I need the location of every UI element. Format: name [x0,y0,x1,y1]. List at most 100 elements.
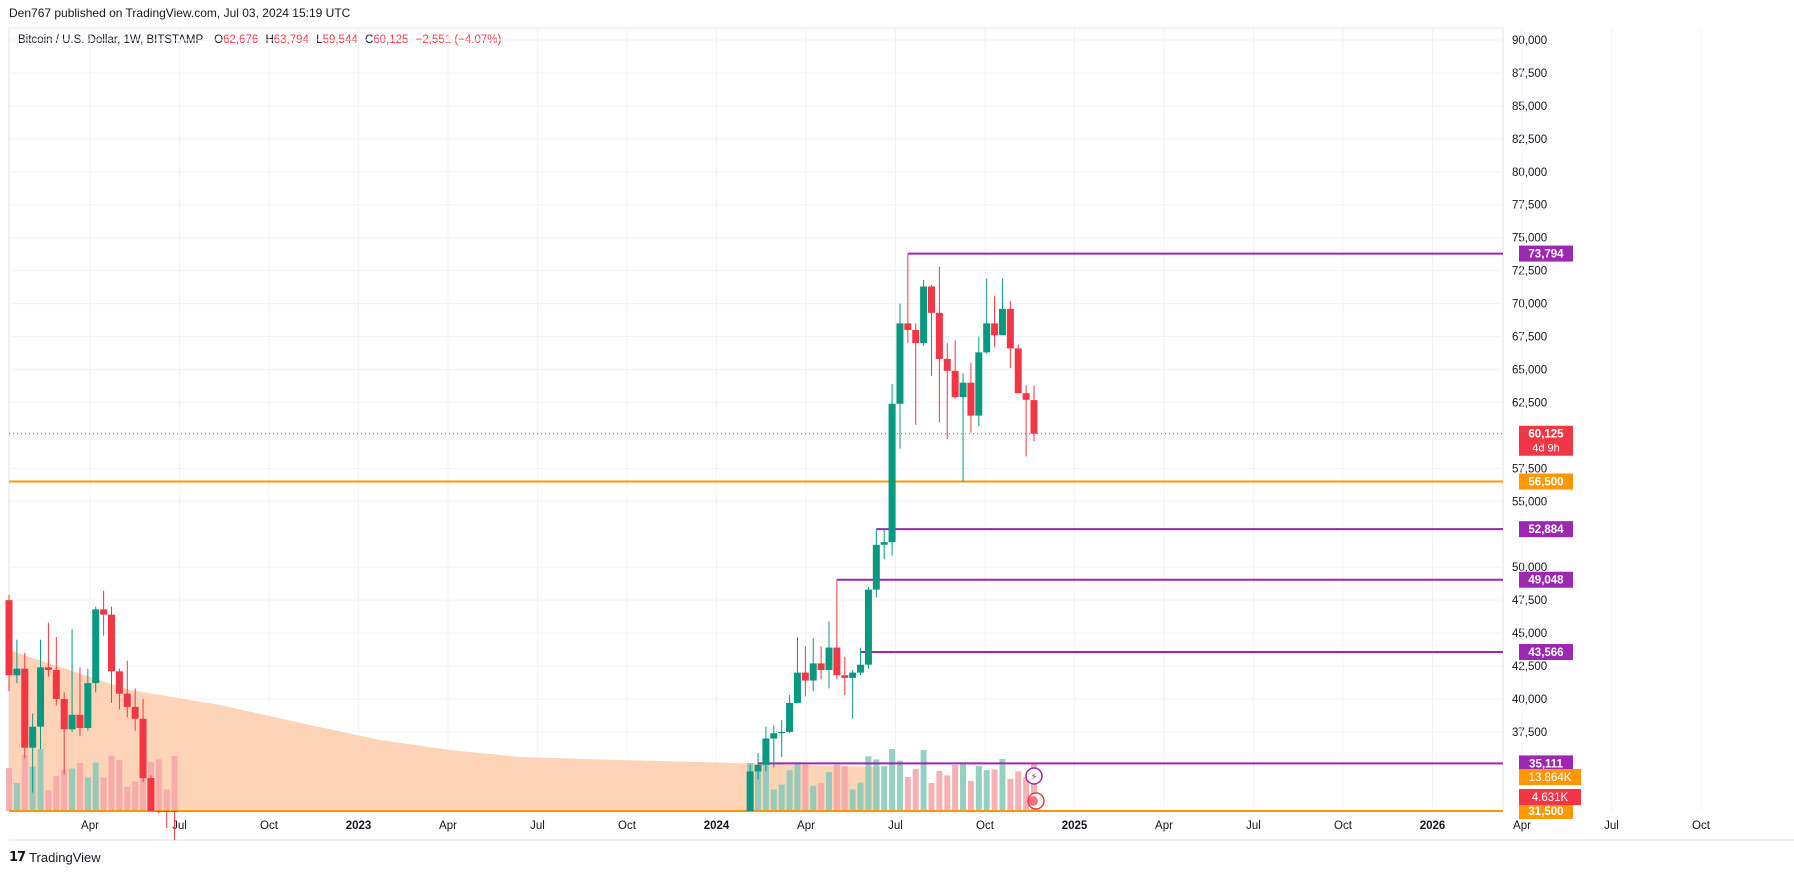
candle-body [1030,400,1038,434]
volume-bar [983,770,990,811]
volume-ma-area [9,650,880,811]
volume-bar [132,781,139,811]
candle-body [825,647,833,670]
volume-bar [76,763,83,811]
last-price-tag [1519,425,1573,456]
lightning-glyph: ⚡ [1030,772,1037,783]
level-price-tag [1519,571,1573,588]
y-tick-label: 62,500 [1512,397,1547,409]
volume-bar [999,759,1006,811]
last-price-label: 60,125 [1528,429,1564,441]
level-price-tag [1519,803,1573,819]
volume-bar [1031,762,1037,811]
candle-body [147,778,155,811]
volume-bar [833,764,840,811]
level-price-label: 56,500 [1528,477,1563,489]
volume-tag-label: 4.631K [1532,792,1569,804]
volume-bar [13,783,20,811]
candle-body [37,667,45,727]
y-tick-label: 85,000 [1512,101,1547,113]
candle-body [864,589,872,665]
candle-body [52,669,60,699]
volume-bar [841,766,848,811]
level-price-label: 35,111 [1529,758,1564,770]
candle-body [84,683,92,728]
y-tick-label: 40,000 [1512,694,1547,706]
volume-bar [755,771,762,811]
volume-tag [1519,789,1581,805]
y-tick-label: 67,500 [1512,332,1547,344]
x-tick-label: Apr [81,820,99,832]
candle-body [13,668,21,676]
volume-bar [975,765,982,811]
flag-glyph [1028,796,1038,806]
x-tick-label: Oct [1692,820,1711,832]
volume-bar [124,787,131,811]
y-tick-label: 57,500 [1512,463,1547,475]
y-tick-label: 45,000 [1512,628,1547,640]
candle-body [155,811,163,812]
volume-bar [100,777,107,811]
volume-bar [960,762,967,811]
volume-bar [794,763,801,811]
volume-bar [818,783,825,811]
level-price-label: 49,048 [1528,575,1564,587]
volume-bar [116,760,123,811]
level-price-label: 52,884 [1528,524,1564,536]
volume-bar [92,762,99,811]
y-tick-label: 72,500 [1512,266,1547,278]
volume-bar [770,789,777,811]
volume-bar [45,790,52,811]
x-tick-label: Jul [172,820,187,832]
candle-body [123,693,131,707]
volume-bar [936,771,943,811]
volume-bar [6,768,12,811]
level-price-label: 43,566 [1528,647,1563,659]
candle-body [1014,348,1022,394]
candle-body [935,312,943,359]
volume-bar [762,759,769,811]
y-tick-label: 37,500 [1512,727,1547,739]
candle-body [991,323,999,336]
candle-body [928,286,935,313]
level-price-tag [1519,521,1573,538]
volume-bar [37,749,44,811]
candle-body [1022,393,1030,400]
volume-bar [826,772,832,811]
candle-body [778,731,786,734]
x-tick-label: Jul [530,820,545,832]
event-lightning-icon [1025,767,1043,785]
tradingview-logo[interactable]: 17 TradingView [9,850,101,865]
volume-bar [778,784,785,811]
y-tick-label: 77,500 [1512,200,1547,212]
volume-bar [163,789,170,811]
x-tick-label: Oct [1334,820,1353,832]
y-tick-label: 55,000 [1512,496,1547,508]
volume-bar [53,776,60,811]
volume-bar [920,749,927,811]
tradingview-logo-icon: 17 [9,850,26,865]
candle-body [998,308,1006,336]
volume-bar [140,761,147,811]
volume-bar [802,764,809,811]
x-tick-label: Oct [976,820,995,832]
y-tick-label: 47,500 [1512,595,1547,607]
candle-body [912,329,920,344]
candle-body [951,370,959,398]
candle-body [801,672,809,681]
x-tick-label: 2026 [1420,820,1446,832]
candle-body [108,614,115,672]
candle-body [817,663,825,670]
volume-bar [108,755,115,811]
candle-body [44,667,52,670]
candle-body [967,382,975,416]
candle-body [833,647,841,676]
candle-body [770,733,778,739]
volume-bar [171,756,178,811]
candle-body [100,609,108,615]
volume-bar [967,781,974,811]
volume-bar [889,749,896,811]
x-tick-label: Oct [618,820,637,832]
volume-bar [928,783,935,811]
